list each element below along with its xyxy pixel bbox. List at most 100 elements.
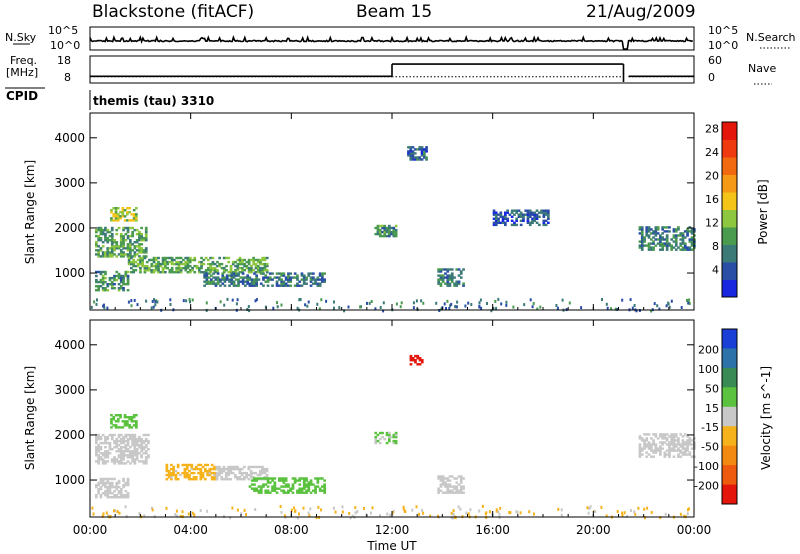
echo-cell <box>275 276 279 279</box>
echo-cell <box>305 479 308 482</box>
echo-cell <box>280 479 283 482</box>
echo-cell <box>126 276 130 280</box>
echo-cell <box>227 260 231 264</box>
echo-cell <box>126 234 130 238</box>
echo-cell <box>176 465 180 469</box>
echo-cell <box>437 491 440 494</box>
echo-cell <box>95 253 98 256</box>
echo-cell <box>659 234 662 237</box>
echo-cell <box>621 513 624 517</box>
colorbar-frame <box>721 328 738 505</box>
echo-cell <box>237 282 240 285</box>
echo-cell <box>106 283 110 286</box>
echo-cell <box>133 437 137 441</box>
echo-cell <box>388 437 391 441</box>
echo-cell <box>126 226 130 230</box>
echo-cell <box>110 481 114 485</box>
echo-cell <box>161 271 165 274</box>
echo-cell <box>119 215 122 218</box>
echo-cell <box>167 476 171 479</box>
echo-cell <box>533 512 535 516</box>
echo-cell <box>236 478 239 481</box>
echo-cell <box>388 230 391 234</box>
echo-cell <box>188 258 192 262</box>
echo-cell <box>652 242 655 245</box>
echo-cell <box>317 505 320 509</box>
echo-cell <box>459 489 463 492</box>
echo-cell <box>175 509 178 513</box>
echo-cell <box>228 278 231 281</box>
echo-cell <box>663 242 667 245</box>
echo-cell <box>656 304 659 308</box>
echo-cell <box>165 467 169 471</box>
echo-cell <box>117 276 121 280</box>
echo-cell <box>392 435 396 439</box>
echo-cell <box>115 243 119 246</box>
echo-cell <box>139 266 142 270</box>
echo-cell <box>101 458 105 461</box>
echo-cell <box>122 255 125 258</box>
echo-cell <box>309 284 313 287</box>
echo-cell <box>411 508 414 512</box>
echo-cell <box>116 414 120 417</box>
echo-cell <box>259 487 263 490</box>
echo-cell <box>462 284 465 287</box>
echo-cell <box>293 506 296 510</box>
echo-cell <box>510 211 514 214</box>
echo-cell <box>142 448 146 451</box>
echo-cell <box>282 274 286 277</box>
echo-cell <box>105 511 108 515</box>
echo-cell <box>193 256 197 260</box>
echo-cell <box>302 278 306 281</box>
echo-cell <box>601 298 603 301</box>
echo-cell <box>381 230 384 234</box>
echo-cell <box>131 255 134 258</box>
echo-cell <box>255 298 258 302</box>
echo-cell <box>665 230 669 233</box>
echo-cell <box>647 234 651 237</box>
echo-cell <box>688 238 692 241</box>
echo-cell <box>104 251 107 254</box>
echo-cell <box>113 274 116 278</box>
echo-cell <box>528 211 532 214</box>
echo-cell <box>108 247 112 250</box>
echo-cell <box>314 278 317 281</box>
echo-cell <box>656 437 660 440</box>
echo-cell <box>140 247 143 250</box>
echo-cell <box>469 508 472 512</box>
echo-cell <box>173 262 176 266</box>
echo-cell <box>175 260 178 264</box>
echo-cell <box>646 506 649 510</box>
echo-cell <box>450 511 453 515</box>
echo-cell <box>302 481 306 484</box>
echo-cell <box>205 276 209 279</box>
echo-cell <box>462 477 465 480</box>
echo-cell <box>129 234 132 238</box>
echo-cell <box>216 280 220 283</box>
echo-cell <box>210 478 214 481</box>
echo-cell <box>119 274 123 278</box>
echo-cell <box>199 476 203 479</box>
echo-cell <box>124 253 128 256</box>
echo-cell <box>500 302 503 306</box>
echo-cell <box>97 239 100 242</box>
echo-cell <box>302 479 306 482</box>
echo-cell <box>385 433 389 437</box>
echo-cell <box>144 239 148 242</box>
echo-cell <box>115 485 119 489</box>
echo-cell <box>207 266 210 270</box>
echo-cell <box>131 450 134 453</box>
echo-cell <box>97 285 100 288</box>
echo-cell <box>177 271 181 274</box>
echo-cell <box>526 219 530 222</box>
echo-cell <box>501 215 505 218</box>
echo-cell <box>271 489 274 492</box>
echo-cell <box>654 443 658 446</box>
echo-cell <box>371 506 374 510</box>
nsky-tick-top: 10^5 <box>48 24 78 37</box>
echo-cell <box>298 483 302 486</box>
echo-cell <box>124 272 128 276</box>
echo-cell <box>459 485 463 488</box>
echo-cell <box>605 514 608 518</box>
echo-cell <box>114 424 118 427</box>
